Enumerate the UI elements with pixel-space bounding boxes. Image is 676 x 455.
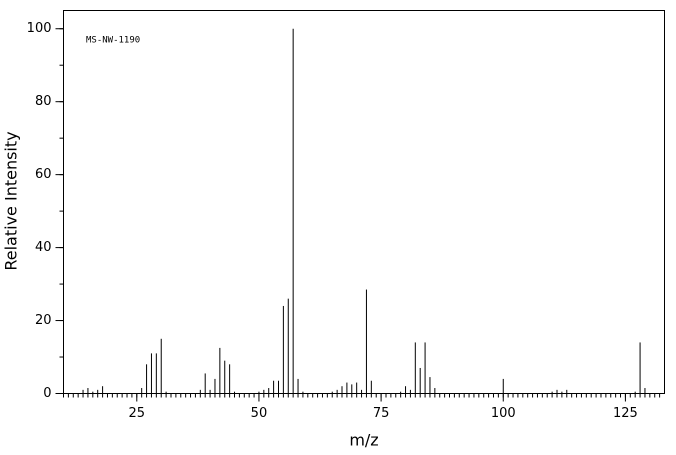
y-axis-label: Relative Intensity [2, 131, 21, 270]
annotation: MS-NW-1190 [86, 36, 140, 46]
y-tick-label: 0 [43, 386, 51, 401]
y-tick-label: 40 [35, 240, 52, 255]
x-axis-label: m/z [349, 431, 378, 450]
x-tick-label: 100 [491, 406, 516, 421]
y-tick-label: 80 [35, 94, 52, 109]
y-tick-label: 100 [27, 21, 52, 36]
y-tick-label: 60 [35, 167, 52, 182]
x-tick-label: 25 [129, 406, 146, 421]
plot-frame [63, 10, 665, 394]
x-tick-label: 50 [251, 406, 268, 421]
x-tick-label: 75 [373, 406, 390, 421]
x-tick-label: 125 [613, 406, 638, 421]
y-tick-label: 20 [35, 313, 52, 328]
